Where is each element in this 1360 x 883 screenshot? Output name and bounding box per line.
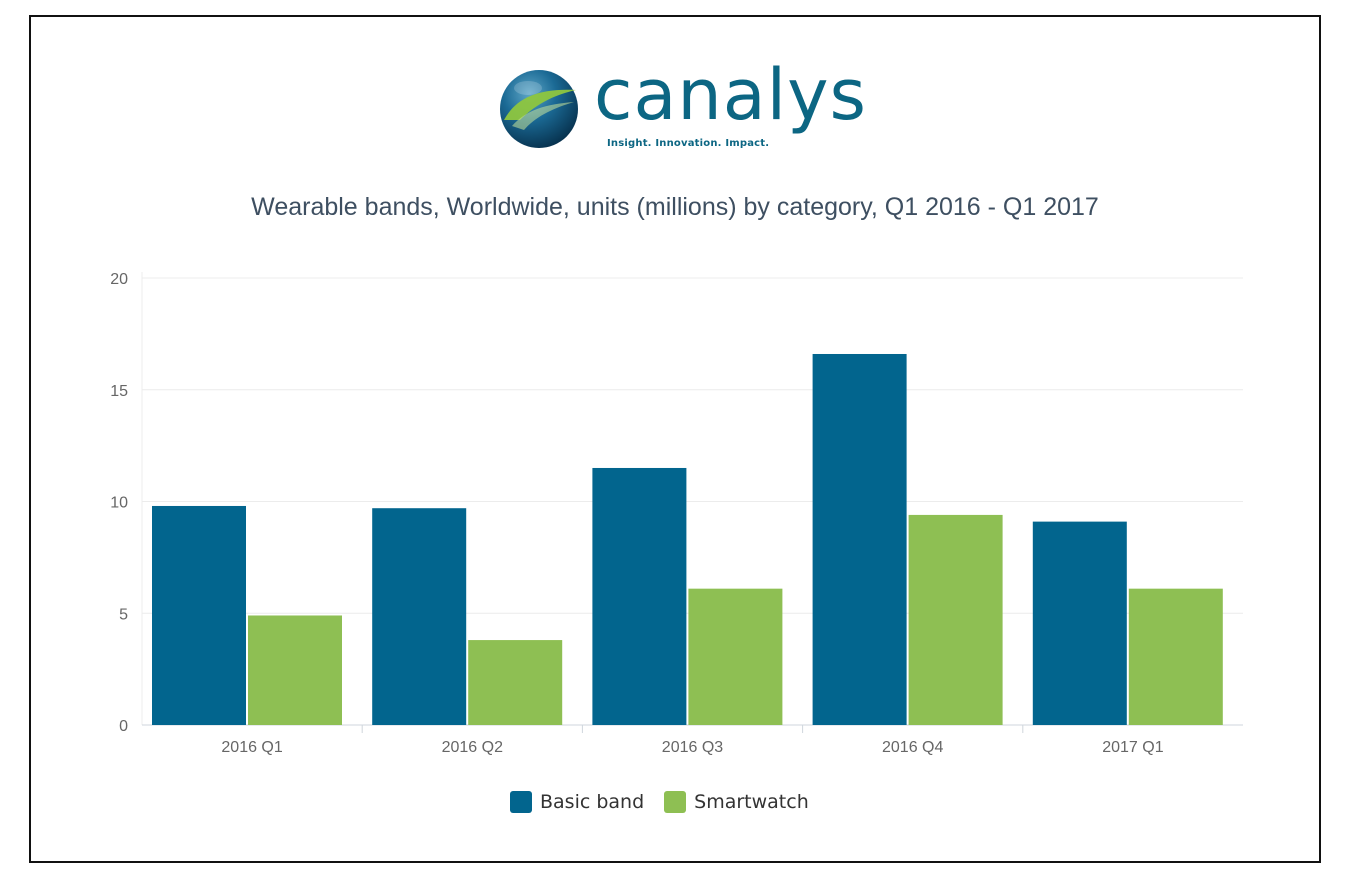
bar-smartwatch-2016-q4 (908, 514, 1003, 725)
bar-basic-band-2016-q2 (372, 508, 467, 725)
logo-tagline: Insight. Innovation. Impact. (607, 138, 770, 149)
chart-title: Wearable bands, Worldwide, units (millio… (251, 193, 1099, 221)
legend-item-smartwatch[interactable]: Smartwatch (664, 791, 809, 813)
logo-wordmark: canalys (594, 54, 867, 136)
bar-smartwatch-2016-q3 (688, 588, 783, 725)
bar-basic-band-2017-q1 (1032, 521, 1127, 725)
chart-legend: Basic band Smartwatch (510, 788, 829, 816)
x-tick-label: 2016 Q1 (221, 739, 282, 756)
bar-smartwatch-2016-q2 (468, 640, 563, 725)
legend-label: Basic band (540, 791, 645, 813)
x-tick-label: 2016 Q3 (662, 739, 723, 756)
y-tick-label: 15 (110, 383, 128, 400)
canalys-logo: canalys Insight. Innovation. Impact. (498, 60, 868, 156)
x-tick-label: 2017 Q1 (1102, 739, 1163, 756)
legend-swatch (664, 791, 687, 813)
legend-swatch (510, 791, 532, 813)
y-tick-label: 0 (119, 718, 128, 735)
y-tick-label: 10 (110, 495, 128, 512)
bar-basic-band-2016-q4 (812, 353, 907, 725)
x-tick-label: 2016 Q2 (442, 739, 503, 756)
y-tick-label: 20 (110, 271, 128, 288)
bar-basic-band-2016-q3 (592, 467, 687, 725)
legend-label: Smartwatch (694, 791, 809, 813)
bar-smartwatch-2016-q1 (248, 615, 342, 725)
y-tick-label: 5 (119, 606, 128, 623)
globe-icon (500, 70, 578, 148)
bar-smartwatch-2017-q1 (1128, 588, 1223, 725)
legend-item-basic-band[interactable]: Basic band (510, 791, 644, 813)
x-tick-label: 2016 Q4 (882, 739, 943, 756)
bar-basic-band-2016-q1 (152, 505, 246, 725)
